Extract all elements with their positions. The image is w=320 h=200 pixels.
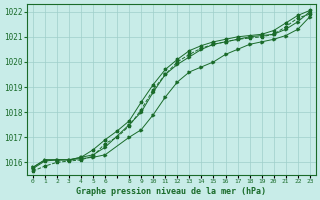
- X-axis label: Graphe pression niveau de la mer (hPa): Graphe pression niveau de la mer (hPa): [76, 187, 266, 196]
